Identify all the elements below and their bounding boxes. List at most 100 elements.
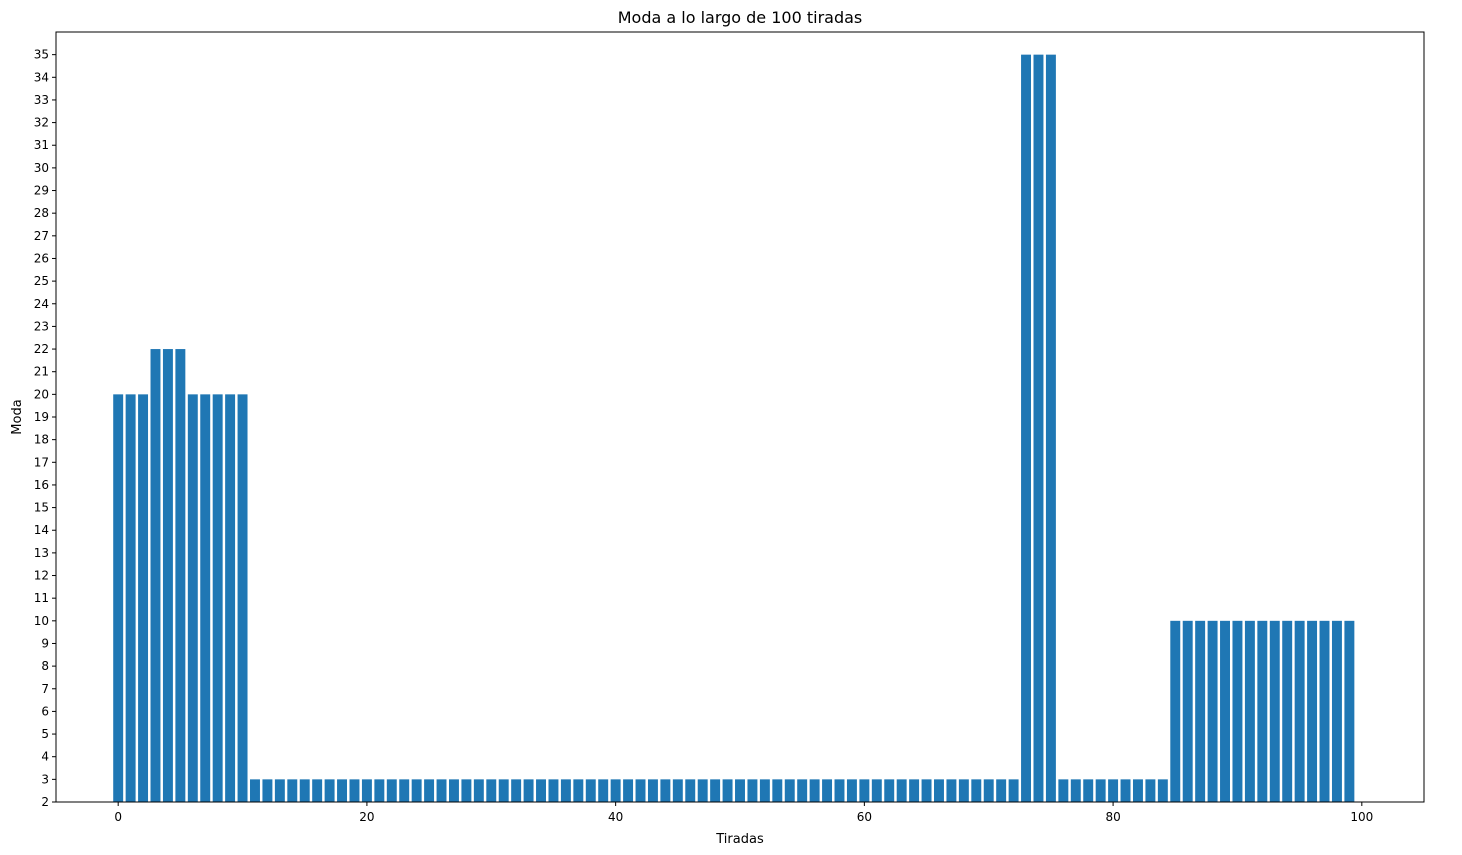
x-tick-label: 20 bbox=[359, 810, 374, 824]
bar bbox=[1195, 620, 1206, 802]
y-tick-label: 9 bbox=[41, 636, 49, 650]
y-tick-label: 21 bbox=[34, 365, 49, 379]
bar bbox=[1083, 779, 1094, 802]
y-tick-label: 3 bbox=[41, 772, 49, 786]
bar bbox=[598, 779, 609, 802]
bar bbox=[946, 779, 957, 802]
bar bbox=[1307, 620, 1318, 802]
bar bbox=[1120, 779, 1131, 802]
bar bbox=[274, 779, 285, 802]
bar bbox=[1095, 779, 1106, 802]
bar bbox=[934, 779, 944, 802]
bar bbox=[1132, 779, 1143, 802]
bar bbox=[971, 779, 982, 802]
bar bbox=[1282, 620, 1293, 802]
chart-title: Moda a lo largo de 100 tiradas bbox=[618, 8, 863, 27]
bar bbox=[1108, 779, 1119, 802]
bar bbox=[150, 349, 161, 802]
bar bbox=[448, 779, 459, 802]
y-tick-label: 23 bbox=[34, 319, 49, 333]
bar bbox=[635, 779, 646, 802]
bar bbox=[361, 779, 372, 802]
bar bbox=[1182, 620, 1193, 802]
bar bbox=[573, 779, 584, 802]
y-tick-label: 13 bbox=[34, 546, 49, 560]
bar bbox=[884, 779, 895, 802]
y-tick-label: 31 bbox=[34, 138, 49, 152]
bar bbox=[324, 779, 335, 802]
bar bbox=[1008, 779, 1019, 802]
y-tick-label: 15 bbox=[34, 501, 49, 515]
y-tick-label: 2 bbox=[41, 795, 49, 809]
bar bbox=[1033, 54, 1044, 803]
bar bbox=[560, 779, 571, 802]
bar bbox=[424, 779, 435, 802]
bar bbox=[921, 779, 932, 802]
bar bbox=[1344, 620, 1355, 802]
bar bbox=[200, 394, 211, 802]
bar bbox=[610, 779, 621, 802]
y-tick-label: 29 bbox=[34, 184, 49, 198]
bar bbox=[797, 779, 808, 802]
bar bbox=[473, 779, 484, 802]
bar bbox=[1319, 620, 1330, 802]
y-tick-label: 16 bbox=[34, 478, 49, 492]
bar bbox=[1294, 620, 1305, 802]
x-tick-label: 60 bbox=[857, 810, 872, 824]
y-tick-label: 32 bbox=[34, 116, 49, 130]
bar bbox=[1170, 620, 1181, 802]
bar bbox=[710, 779, 721, 802]
y-tick-label: 24 bbox=[34, 297, 49, 311]
bar bbox=[498, 779, 509, 802]
bar bbox=[299, 779, 310, 802]
y-axis-title: Moda bbox=[10, 399, 25, 434]
bar bbox=[834, 779, 845, 802]
bar bbox=[187, 394, 198, 802]
bar bbox=[175, 349, 186, 802]
bar bbox=[623, 779, 634, 802]
bar bbox=[523, 779, 534, 802]
bar bbox=[1244, 620, 1255, 802]
bar bbox=[312, 779, 323, 802]
plot-frame bbox=[55, 31, 1425, 803]
bar bbox=[486, 779, 497, 802]
bar bbox=[225, 394, 236, 802]
bar bbox=[436, 779, 447, 802]
bar bbox=[162, 349, 173, 802]
bar bbox=[697, 779, 708, 802]
bar bbox=[1269, 620, 1280, 802]
bar bbox=[822, 779, 833, 802]
bars-group bbox=[113, 54, 1355, 803]
bar bbox=[871, 779, 882, 802]
bar bbox=[747, 779, 758, 802]
bar bbox=[250, 779, 260, 802]
bar bbox=[113, 394, 124, 802]
bar bbox=[660, 779, 671, 802]
bar bbox=[809, 779, 820, 802]
y-tick-label: 22 bbox=[34, 342, 49, 356]
bar bbox=[399, 779, 410, 802]
bar bbox=[548, 779, 559, 802]
y-tick-label: 19 bbox=[34, 410, 49, 424]
y-tick-label: 12 bbox=[34, 569, 49, 583]
bar bbox=[958, 779, 969, 802]
bar bbox=[1045, 54, 1056, 803]
y-tick-label: 28 bbox=[34, 206, 49, 220]
x-tick-label: 40 bbox=[608, 810, 623, 824]
bar bbox=[1220, 620, 1230, 802]
bar bbox=[846, 779, 857, 802]
bar bbox=[374, 779, 385, 802]
x-tick-label: 0 bbox=[114, 810, 122, 824]
y-tick-label: 8 bbox=[41, 659, 49, 673]
bar bbox=[1021, 54, 1032, 803]
bar bbox=[411, 779, 422, 802]
x-tick-label: 80 bbox=[1105, 810, 1120, 824]
bar bbox=[337, 779, 348, 802]
bar bbox=[1207, 620, 1218, 802]
bar bbox=[536, 779, 546, 802]
bar bbox=[983, 779, 994, 802]
bar bbox=[212, 394, 223, 802]
bar bbox=[1331, 620, 1342, 802]
bar bbox=[125, 394, 136, 802]
bar bbox=[138, 394, 149, 802]
